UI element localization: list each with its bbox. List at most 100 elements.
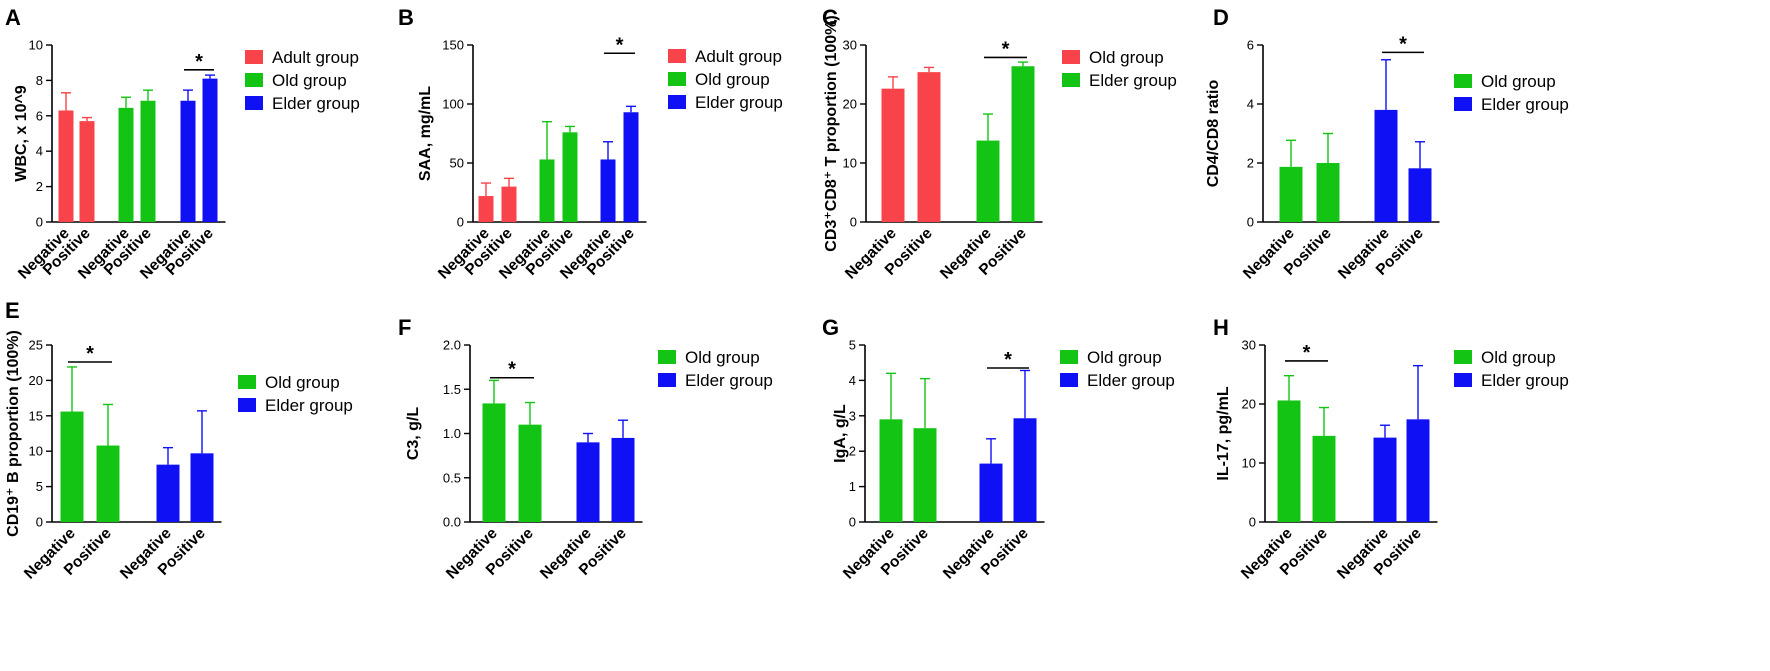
y-tick-label: 4 bbox=[1247, 97, 1254, 112]
y-tick-label: 20 bbox=[29, 373, 43, 388]
legend-swatch bbox=[668, 72, 686, 86]
bar bbox=[202, 78, 218, 222]
bar bbox=[913, 428, 937, 522]
y-axis-label: WBC, x 10^9 bbox=[13, 85, 30, 182]
y-axis-label: IL-17, pg/mL bbox=[1215, 386, 1232, 480]
significance-star: * bbox=[1399, 33, 1407, 55]
bar bbox=[1408, 168, 1432, 222]
y-tick-label: 10 bbox=[29, 444, 43, 459]
y-tick-label: 8 bbox=[36, 73, 43, 88]
y-tick-label: 0.0 bbox=[443, 515, 461, 530]
bar bbox=[60, 411, 84, 522]
y-tick-label: 0 bbox=[36, 215, 43, 230]
y-tick-label: 4 bbox=[849, 373, 856, 388]
legend-label: Old group bbox=[265, 373, 340, 392]
y-axis-label: CD19⁺ B proportion (100%) bbox=[5, 330, 22, 537]
bar bbox=[501, 186, 517, 222]
legend-label: Old group bbox=[1481, 348, 1556, 367]
legend-label: Elder group bbox=[685, 371, 773, 390]
legend-label: Elder group bbox=[695, 93, 783, 112]
bar bbox=[96, 445, 120, 522]
bar bbox=[611, 437, 635, 522]
y-tick-label: 150 bbox=[442, 38, 464, 53]
y-axis-label: CD4/CD8 ratio bbox=[1205, 79, 1222, 187]
legend-swatch bbox=[1454, 350, 1472, 364]
bar bbox=[482, 403, 506, 522]
bar bbox=[976, 140, 1000, 222]
legend-swatch bbox=[1062, 73, 1080, 87]
legend-swatch bbox=[1454, 74, 1472, 88]
bar bbox=[190, 453, 214, 522]
panel-letter: G bbox=[822, 315, 839, 340]
panel-letter: H bbox=[1213, 315, 1229, 340]
y-tick-label: 10 bbox=[843, 156, 857, 171]
legend-swatch bbox=[1454, 373, 1472, 387]
bar bbox=[539, 159, 555, 222]
bar bbox=[1277, 400, 1301, 522]
bar bbox=[180, 100, 196, 222]
y-tick-label: 3 bbox=[849, 408, 856, 423]
panel-letter: C bbox=[822, 5, 838, 30]
legend-label: Elder group bbox=[1481, 95, 1569, 114]
bar bbox=[1316, 163, 1340, 222]
y-tick-label: 4 bbox=[36, 144, 43, 159]
legend-swatch bbox=[245, 96, 263, 110]
bar bbox=[140, 100, 156, 222]
panel-letter: A bbox=[5, 5, 21, 30]
legend-label: Elder group bbox=[1087, 371, 1175, 390]
significance-star: * bbox=[1004, 349, 1012, 371]
bar bbox=[118, 107, 134, 222]
panel-letter: D bbox=[1213, 5, 1229, 30]
y-tick-label: 1.5 bbox=[443, 382, 461, 397]
y-axis-label: CD3⁺CD8⁺ T proportion (100%) bbox=[823, 15, 840, 251]
bar bbox=[879, 419, 903, 522]
y-tick-label: 2.0 bbox=[443, 338, 461, 353]
y-tick-label: 2 bbox=[1247, 156, 1254, 171]
panel-letter: B bbox=[398, 5, 414, 30]
bar bbox=[518, 424, 542, 522]
y-tick-label: 30 bbox=[1242, 338, 1256, 353]
significance-star: * bbox=[1303, 342, 1311, 364]
legend-label: Old group bbox=[685, 348, 760, 367]
y-tick-label: 1 bbox=[849, 479, 856, 494]
y-tick-label: 100 bbox=[442, 97, 464, 112]
legend-label: Elder group bbox=[272, 94, 360, 113]
significance-star: * bbox=[508, 359, 516, 381]
bar bbox=[1279, 166, 1303, 222]
bar bbox=[156, 464, 180, 522]
bar bbox=[58, 110, 74, 222]
legend-swatch bbox=[1060, 373, 1078, 387]
legend-label: Old group bbox=[695, 70, 770, 89]
bar bbox=[979, 463, 1003, 522]
y-tick-label: 5 bbox=[36, 479, 43, 494]
y-tick-label: 20 bbox=[1242, 397, 1256, 412]
y-tick-label: 0 bbox=[36, 515, 43, 530]
y-tick-label: 0 bbox=[849, 515, 856, 530]
legend-label: Old group bbox=[1481, 72, 1556, 91]
legend-swatch bbox=[238, 375, 256, 389]
y-tick-label: 15 bbox=[29, 408, 43, 423]
y-tick-label: 0 bbox=[1249, 515, 1256, 530]
y-tick-label: 0 bbox=[457, 215, 464, 230]
bar bbox=[1312, 435, 1336, 522]
legend-swatch bbox=[668, 49, 686, 63]
legend-label: Old group bbox=[1089, 48, 1164, 67]
bar bbox=[576, 442, 600, 522]
legend-swatch bbox=[1060, 350, 1078, 364]
bar bbox=[1373, 437, 1397, 522]
legend-swatch bbox=[658, 373, 676, 387]
legend-swatch bbox=[668, 95, 686, 109]
y-tick-label: 6 bbox=[36, 108, 43, 123]
y-axis-label: SAA, mg/mL bbox=[417, 86, 434, 181]
y-tick-label: 2 bbox=[36, 179, 43, 194]
bar bbox=[478, 196, 494, 222]
bar bbox=[562, 132, 578, 222]
y-tick-label: 5 bbox=[849, 338, 856, 353]
legend-label: Adult group bbox=[695, 47, 782, 66]
legend-swatch bbox=[245, 50, 263, 64]
legend-label: Elder group bbox=[1089, 71, 1177, 90]
